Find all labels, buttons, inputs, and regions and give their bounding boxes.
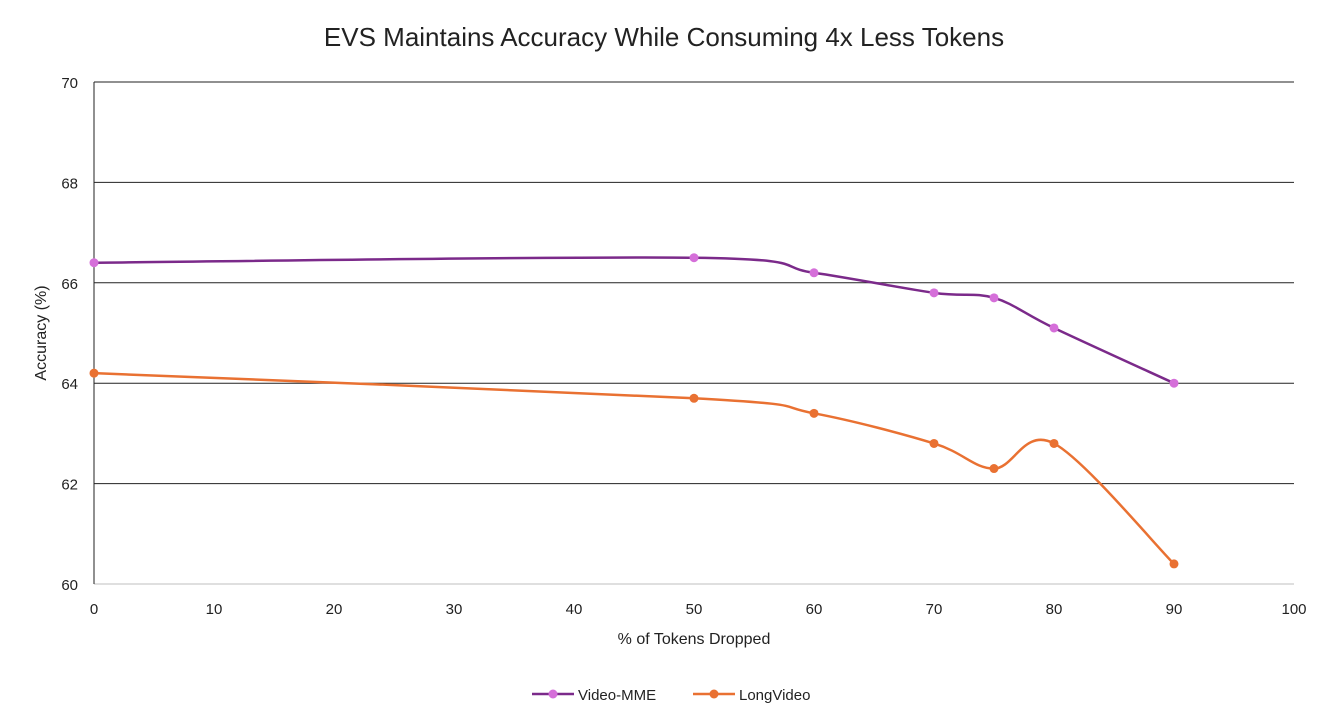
legend: Video-MME LongVideo: [532, 687, 810, 704]
data-point: [689, 253, 699, 263]
data-point: [989, 293, 999, 303]
series-line-video-mme: [93, 256, 1175, 385]
x-tick-label: 100: [1281, 601, 1306, 618]
x-tick-label: 70: [926, 601, 943, 618]
data-point: [689, 393, 699, 403]
x-tick-label: 0: [90, 601, 98, 618]
x-tick-label: 60: [806, 601, 823, 618]
data-point: [1169, 378, 1179, 388]
x-tick-label: 10: [206, 601, 223, 618]
data-point: [929, 438, 939, 448]
data-point: [809, 268, 819, 278]
y-tick-label: 68: [61, 175, 78, 192]
data-point: [1049, 438, 1059, 448]
series-line-longvideo: [93, 371, 1175, 565]
chart-title: EVS Maintains Accuracy While Consuming 4…: [324, 22, 1004, 52]
x-tick-label: 40: [566, 601, 583, 618]
x-tick-label: 30: [446, 601, 463, 618]
x-tick-label: 90: [1166, 601, 1183, 618]
data-point: [89, 368, 99, 378]
y-tick-label: 64: [61, 376, 78, 393]
x-tick-label: 80: [1046, 601, 1063, 618]
x-tick-label: 50: [686, 601, 703, 618]
data-point: [89, 258, 99, 268]
data-point: [1169, 559, 1179, 569]
y-tick-label: 70: [61, 75, 78, 92]
data-point: [809, 408, 819, 418]
data-point: [989, 464, 999, 474]
y-axis-label: Accuracy (%): [33, 285, 50, 380]
y-tick-label: 60: [61, 577, 78, 594]
data-point: [929, 288, 939, 298]
x-axis-label: % of Tokens Dropped: [618, 631, 771, 648]
legend-label: Video-MME: [578, 687, 656, 704]
y-tick-label: 62: [61, 477, 78, 494]
legend-marker: [709, 689, 719, 699]
y-tick-label: 66: [61, 276, 78, 293]
x-tick-label: 20: [326, 601, 343, 618]
data-point: [1049, 323, 1059, 333]
legend-label: LongVideo: [739, 687, 810, 704]
legend-marker: [548, 689, 558, 699]
